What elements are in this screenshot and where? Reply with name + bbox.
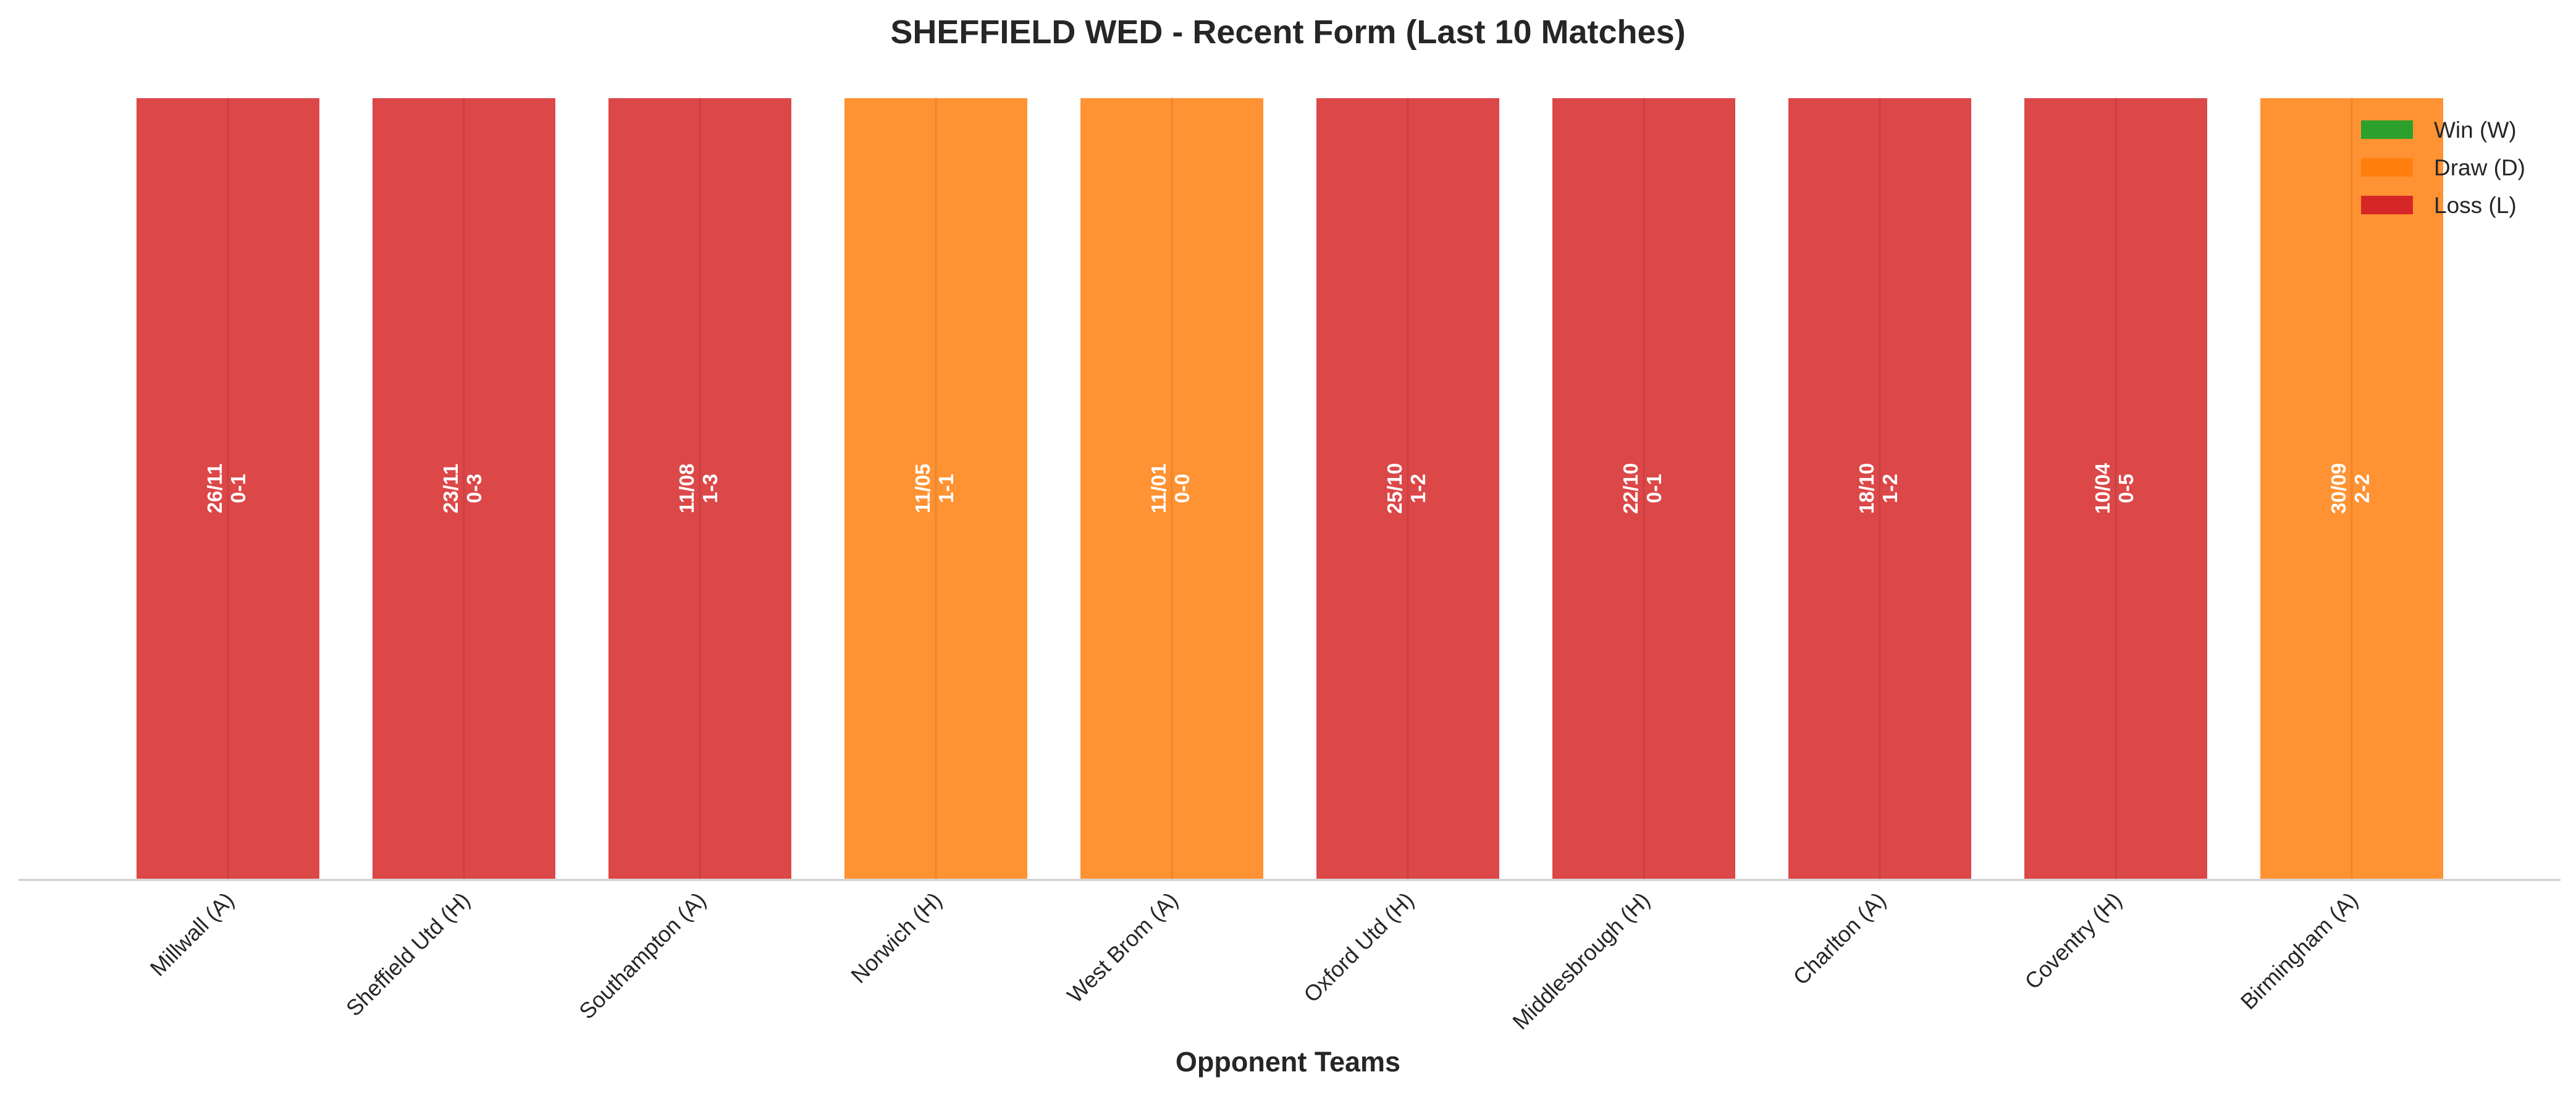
- x-tick-labels: Millwall (A) Sheffield Utd (H) Southampton…: [145, 887, 2363, 1034]
- legend-swatch: [2361, 120, 2413, 139]
- legend-label: Win (W): [2434, 117, 2517, 143]
- bar-date-label: 30/09: [2327, 463, 2350, 514]
- legend: Win (W) Draw (D) Loss (L): [2361, 117, 2525, 218]
- bar-score-label: 1-2: [1879, 474, 1901, 503]
- bar-oxford-utd-h: [1314, 96, 1502, 881]
- bar-middlesbrough-h: [1550, 96, 1738, 881]
- x-tick-norwich-h: Norwich (H): [846, 887, 946, 988]
- bar-norwich-h: [842, 96, 1030, 881]
- bar-score-label: 2-2: [2351, 474, 2373, 503]
- bar-southampton-a: [606, 96, 794, 881]
- legend-label: Loss (L): [2434, 193, 2517, 218]
- bar-label-oxford-utd-h: 25/101-2: [1383, 463, 1429, 514]
- x-tick-oxford-utd-h: Oxford Utd (H): [1299, 887, 1418, 1007]
- x-tick-southampton-a: Southampton (A): [574, 887, 710, 1024]
- legend-label: Draw (D): [2434, 155, 2525, 180]
- bar-label-norwich-h: 11/051-1: [911, 464, 958, 514]
- bar-score-label: 1-1: [935, 474, 958, 503]
- x-tick-west-brom-a: West Brom (A): [1062, 887, 1182, 1008]
- bar-date-label: 11/08: [675, 464, 698, 514]
- bar-score-label: 0-3: [463, 474, 486, 503]
- bar-label-coventry-h: 10/040-5: [2091, 463, 2137, 514]
- bars-group: 26/110-1 23/110-3 11/081-3 11/051-1 11/010-0…: [134, 96, 2446, 881]
- bar-date-label: 23/11: [439, 464, 462, 514]
- chart-title: SHEFFIELD WED - Recent Form (Last 10 Mat…: [890, 14, 1685, 51]
- bar-score-label: 1-2: [1407, 474, 1429, 503]
- bar-date-label: 11/01: [1147, 464, 1170, 514]
- bar-birmingham-a: [2258, 96, 2446, 881]
- bar-label-southampton-a: 11/081-3: [675, 464, 722, 514]
- bar-label-west-brom-a: 11/010-0: [1147, 464, 1193, 514]
- x-tick-charlton-a: Charlton (A): [1788, 887, 1890, 990]
- bar-score-label: 0-1: [1643, 474, 1665, 503]
- bar-label-middlesbrough-h: 22/100-1: [1619, 463, 1665, 514]
- legend-swatch: [2361, 196, 2413, 214]
- bar-date-label: 26/11: [203, 464, 226, 514]
- x-tick-birmingham-a: Birmingham (A): [2236, 887, 2363, 1015]
- bar-label-millwall-a: 26/110-1: [203, 464, 250, 514]
- bar-score-label: 1-3: [699, 474, 722, 503]
- bar-label-birmingham-a: 30/092-2: [2327, 463, 2373, 514]
- legend-swatch: [2361, 158, 2413, 177]
- bar-sheffield-utd-h: [370, 96, 558, 881]
- x-tick-millwall-a: Millwall (A): [145, 887, 239, 981]
- x-axis-label: Opponent Teams: [1176, 1046, 1400, 1078]
- x-tick-middlesbrough-h: Middlesbrough (H): [1507, 887, 1654, 1034]
- bar-date-label: 25/10: [1383, 463, 1406, 514]
- bar-label-charlton-a: 18/101-2: [1855, 463, 1901, 514]
- bar-score-label: 0-0: [1171, 474, 1193, 503]
- bar-score-label: 0-5: [2115, 474, 2137, 503]
- bar-date-label: 18/10: [1855, 463, 1878, 514]
- bar-date-label: 10/04: [2091, 463, 2114, 514]
- x-tick-sheffield-utd-h: Sheffield Utd (H): [341, 887, 475, 1021]
- x-tick-coventry-h: Coventry (H): [2019, 887, 2126, 994]
- bar-score-label: 0-1: [227, 474, 250, 503]
- bar-west-brom-a: [1078, 96, 1266, 881]
- bar-label-sheffield-utd-h: 23/110-3: [439, 464, 486, 514]
- bar-millwall-a: [134, 96, 322, 881]
- bar-date-label: 11/05: [911, 464, 934, 514]
- bar-date-label: 22/10: [1619, 463, 1642, 514]
